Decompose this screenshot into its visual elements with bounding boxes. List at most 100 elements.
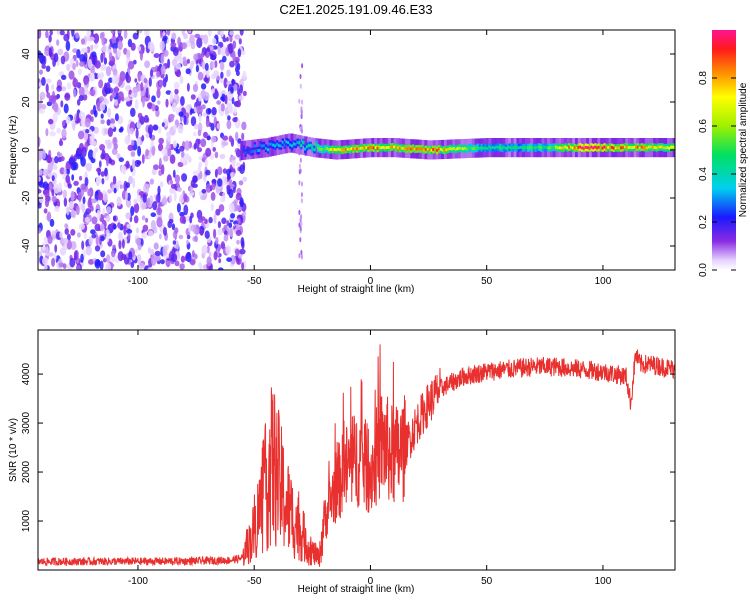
heatmap-cell	[603, 145, 606, 149]
heatmap-cell	[70, 190, 75, 202]
heatmap-cell	[222, 168, 227, 174]
heatmap-cell	[62, 263, 67, 269]
heatmap-cell	[150, 212, 157, 217]
heatmap-cell	[586, 146, 590, 150]
heatmap-cell	[462, 147, 465, 151]
heatmap-cell	[378, 145, 381, 149]
heatmap-cell	[42, 168, 50, 177]
heatmap-cell	[46, 211, 52, 222]
heatmap-cell	[581, 146, 584, 150]
heatmap-cell	[226, 36, 229, 42]
heatmap-cell	[218, 204, 225, 212]
heatmap-cell	[84, 216, 90, 223]
heatmap-cell	[263, 144, 266, 147]
heatmap-cell	[162, 35, 168, 41]
heatmap-cell	[102, 257, 107, 263]
heatmap-cell	[268, 142, 271, 146]
heatmap-cell	[220, 196, 224, 203]
heatmap-cell	[196, 209, 203, 220]
heatmap-cell	[135, 227, 139, 234]
heatmap-cell	[223, 234, 229, 242]
y-tick-label: 1000	[21, 509, 32, 532]
heatmap-cell	[116, 196, 122, 207]
heatmap-cell	[78, 86, 85, 97]
heatmap-cell	[39, 69, 43, 75]
heatmap-cell	[100, 223, 105, 232]
heatmap-cell	[599, 146, 603, 150]
heatmap-cell	[235, 149, 241, 158]
heatmap-cell	[79, 61, 85, 67]
heatmap-cell	[135, 128, 139, 139]
heatmap-cell	[318, 147, 322, 151]
heatmap-cell	[193, 53, 199, 61]
heatmap-cell	[81, 202, 86, 213]
heatmap-cell	[101, 44, 108, 53]
heatmap-cell	[584, 145, 588, 149]
heatmap-cell	[246, 148, 249, 152]
heatmap-cell	[298, 163, 301, 169]
heatmap-cell	[569, 145, 573, 149]
heatmap-cell	[242, 147, 245, 151]
colorbar-tick-label: 0.6	[698, 119, 709, 133]
heatmap-cell	[103, 57, 108, 65]
heatmap-cell	[289, 143, 292, 147]
heatmap-cell	[100, 171, 106, 177]
heatmap-cell	[204, 62, 209, 71]
heatmap-cell	[283, 143, 286, 147]
heatmap-cell	[158, 143, 164, 152]
heatmap-cell	[38, 81, 42, 88]
heatmap-cell	[229, 60, 235, 68]
heatmap-cell	[134, 99, 139, 110]
heatmap-cell	[672, 145, 675, 149]
heatmap-cell	[616, 146, 619, 150]
heatmap-cell	[648, 145, 651, 149]
heatmap-cell	[558, 146, 562, 150]
heatmap-cell	[118, 157, 125, 163]
heatmap-cell	[38, 30, 42, 39]
heatmap-cell	[60, 55, 66, 65]
heatmap-cell	[88, 135, 95, 146]
heatmap-cell	[226, 220, 230, 227]
heatmap-cell	[226, 257, 233, 262]
heatmap-cell	[180, 255, 185, 263]
heatmap-cell	[251, 149, 255, 153]
heatmap-cell	[106, 233, 110, 243]
heatmap-cell	[575, 146, 578, 150]
heatmap-cell	[115, 74, 120, 85]
heatmap-cell	[159, 40, 165, 51]
heatmap-cell	[213, 228, 217, 239]
heatmap-cell	[162, 245, 168, 256]
heatmap-cell	[107, 107, 112, 118]
heatmap-cell	[571, 146, 575, 150]
heatmap-cell	[211, 179, 217, 184]
heatmap-cell	[242, 90, 247, 97]
heatmap-cell	[192, 170, 199, 176]
heatmap-cell	[229, 35, 233, 43]
heatmap-cell	[668, 146, 671, 150]
heatmap-cell	[56, 30, 61, 35]
heatmap-cell	[88, 36, 95, 42]
heatmap-cell	[87, 188, 91, 196]
heatmap-cell	[85, 162, 92, 172]
heatmap-cell	[48, 34, 52, 43]
heatmap-cell	[223, 230, 228, 236]
heatmap-cell	[566, 146, 569, 150]
heatmap-cell	[189, 34, 195, 45]
heatmap-cell	[212, 147, 216, 152]
heatmap-cell	[58, 71, 64, 77]
heatmap-cell	[137, 73, 142, 82]
heatmap-cell	[261, 144, 264, 148]
heatmap-cell	[158, 157, 162, 169]
heatmap-cell	[211, 37, 217, 45]
heatmap-cell	[125, 212, 131, 220]
heatmap-cell	[80, 156, 86, 167]
heatmap-cell	[236, 239, 240, 245]
heatmap-cell	[78, 223, 85, 230]
heatmap-cell	[168, 194, 172, 204]
heatmap-cell	[501, 146, 504, 150]
heatmap-cell	[406, 147, 409, 151]
heatmap-cell	[103, 193, 108, 203]
heatmap-cell	[177, 124, 184, 134]
heatmap-cell	[100, 113, 104, 119]
heatmap-cell	[226, 119, 232, 130]
